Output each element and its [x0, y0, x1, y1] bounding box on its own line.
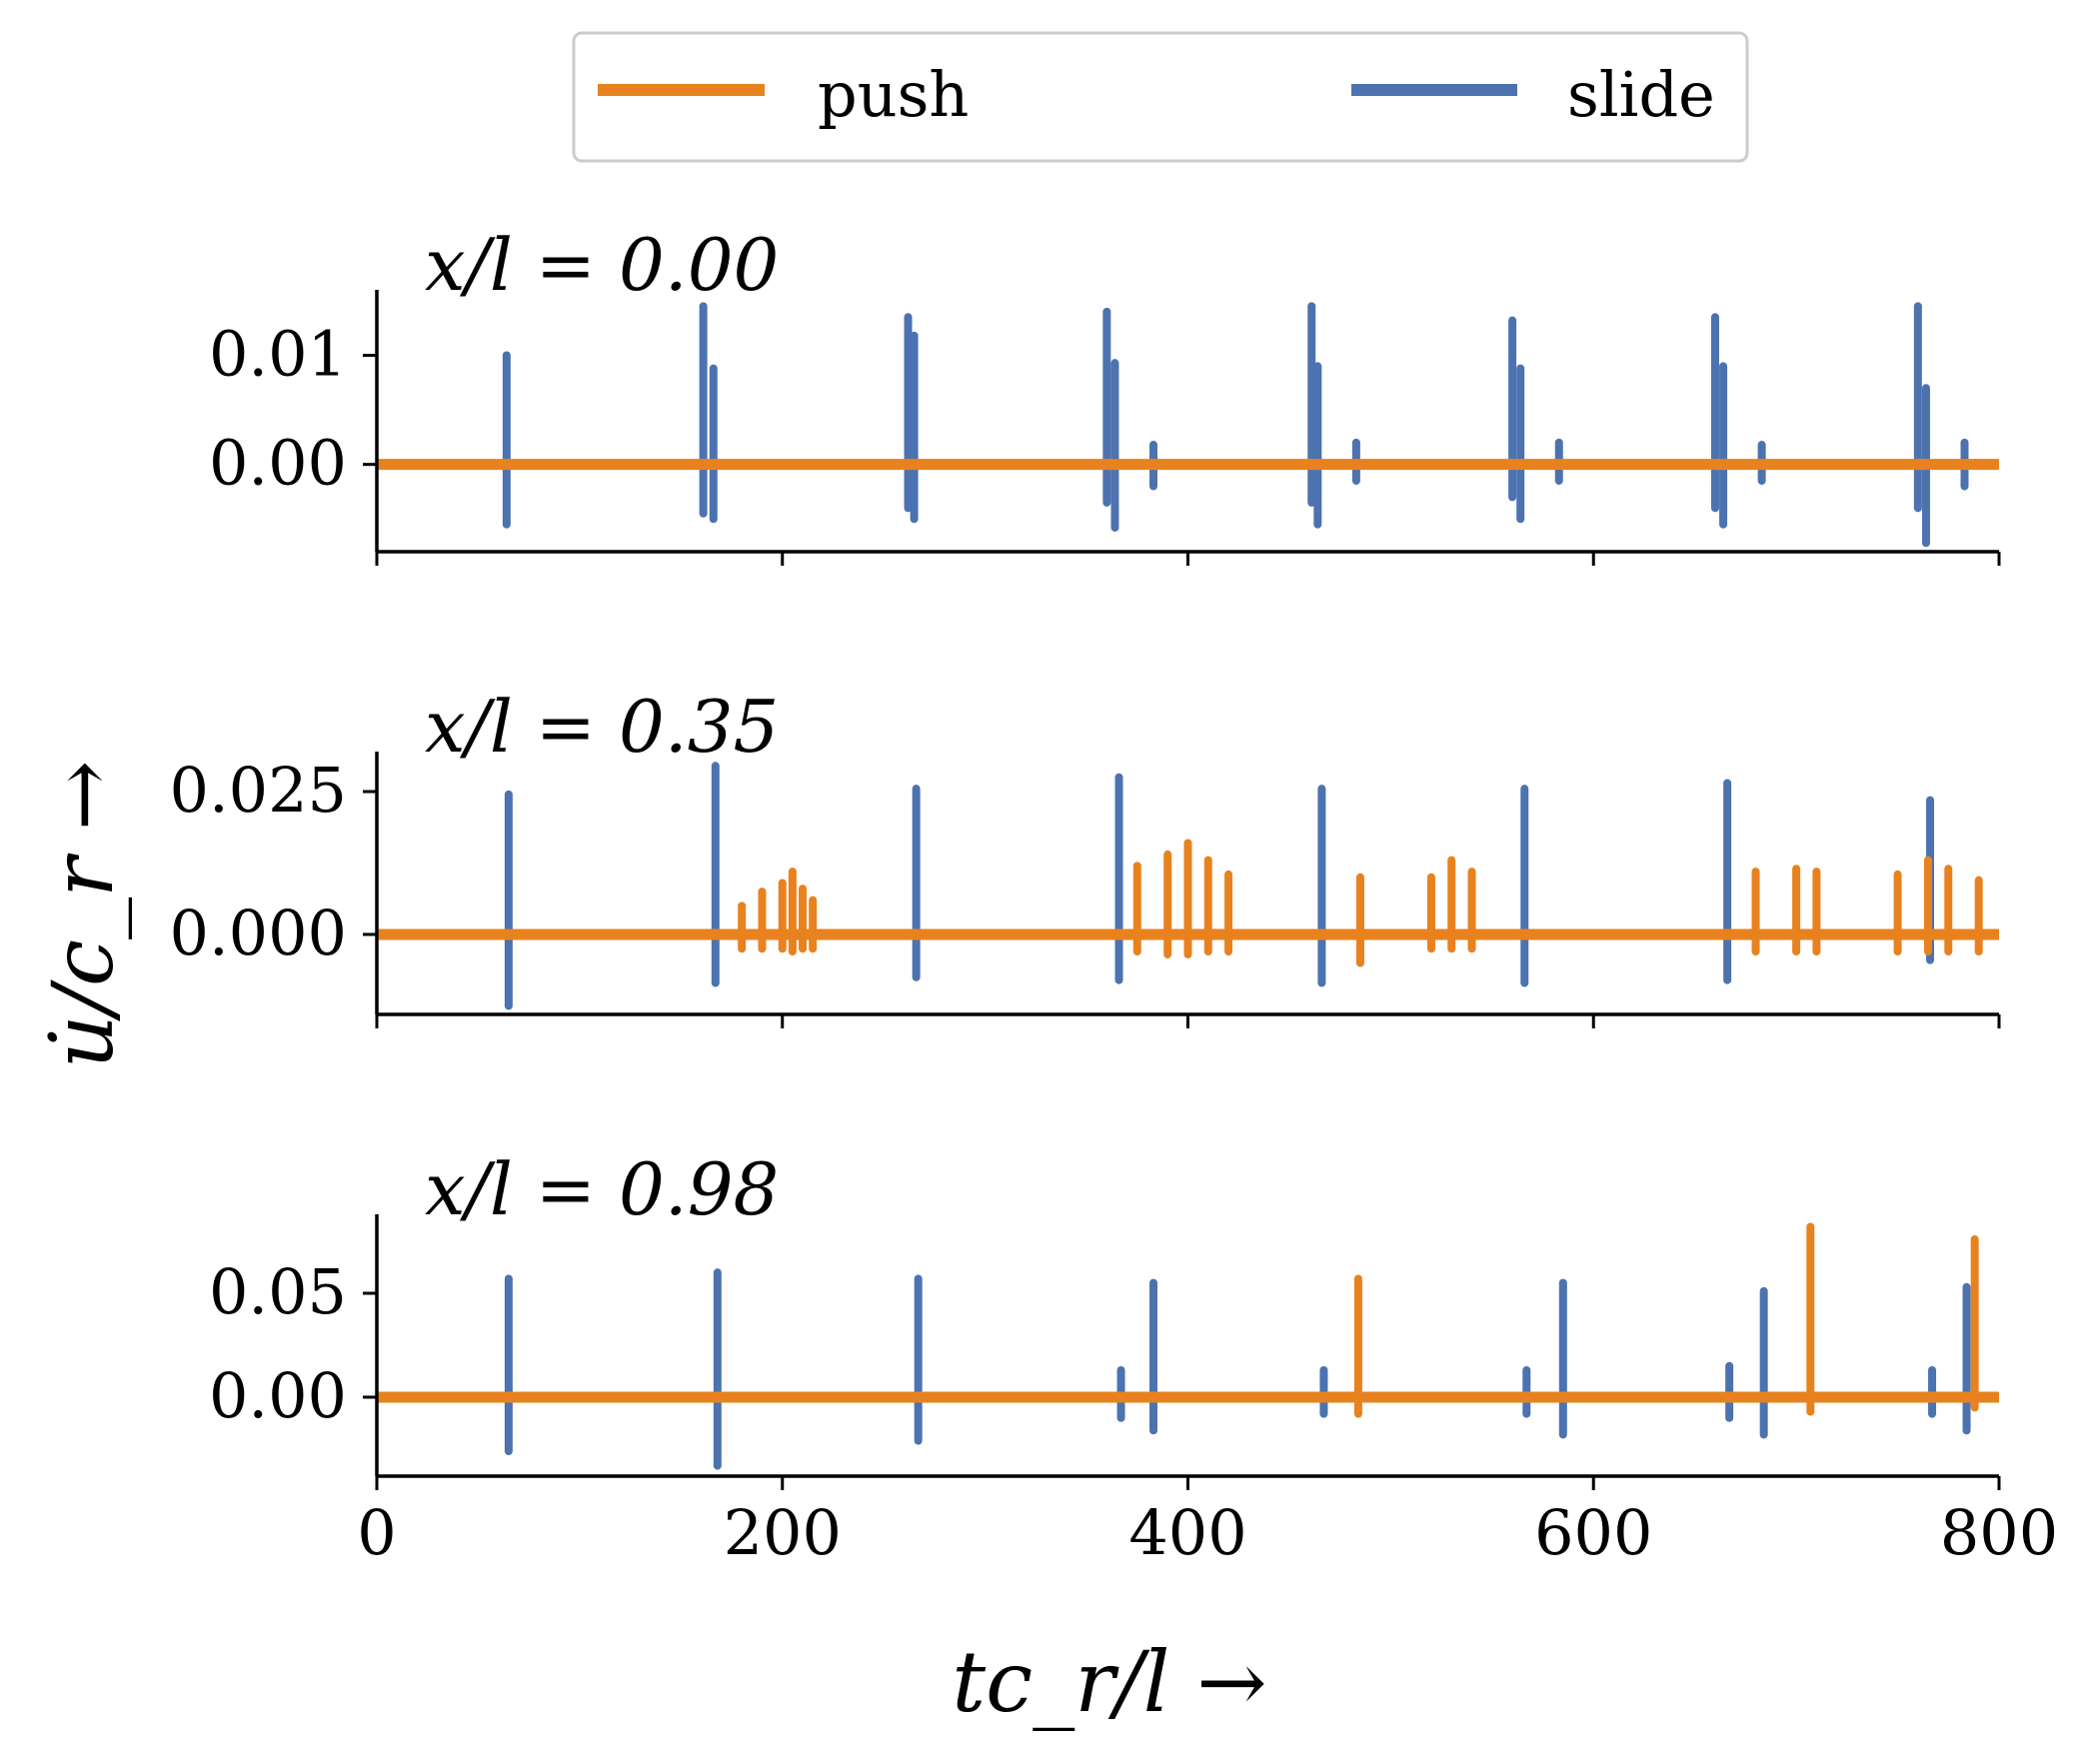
panel-x-0-35: x/l = 0.35 0.025 0.000 — [170, 685, 2001, 1028]
y-tick-label: 0.00 — [209, 1359, 347, 1432]
panel-axes: 0.025 0.000 — [170, 752, 2001, 1028]
panel-marks — [377, 302, 1999, 548]
panel-title: x/l = 0.35 — [425, 685, 779, 769]
legend-label-push: push — [818, 58, 969, 131]
panel-marks — [377, 1222, 1999, 1470]
y-tick-label: 0.05 — [209, 1255, 347, 1328]
y-tick-label: 0.025 — [170, 754, 348, 827]
legend-label-slide: slide — [1567, 58, 1715, 131]
x-tick-labels: 0 200 400 600 800 — [357, 1496, 2058, 1569]
panel-axes: 0.05 0.00 — [209, 1214, 2001, 1490]
legend: push slide — [572, 31, 1749, 163]
y-tick-label: 0.01 — [209, 318, 347, 391]
legend-box — [572, 31, 1749, 163]
x-tick-label: 600 — [1534, 1496, 1652, 1569]
x-tick-label: 400 — [1128, 1496, 1246, 1569]
panel-marks — [377, 762, 1999, 1010]
panel-title: x/l = 0.98 — [425, 1147, 779, 1231]
panel-x-0-00: x/l = 0.00 0.01 0.00 — [209, 223, 2001, 566]
x-tick-label: 200 — [724, 1496, 842, 1569]
y-tick-label: 0.000 — [170, 896, 348, 969]
x-axis-label: tc_r/l → — [952, 1633, 1266, 1731]
y-tick-label: 0.00 — [209, 427, 347, 500]
x-tick-label: 800 — [1940, 1496, 2058, 1569]
panel-axes: 0.01 0.00 — [209, 290, 2001, 566]
x-tick-label: 0 — [357, 1496, 396, 1569]
y-axis-label: u̇/c_r → — [34, 761, 132, 1069]
panel-x-0-98: x/l = 0.98 0.05 0.00 — [209, 1147, 2001, 1490]
panel-title: x/l = 0.00 — [425, 223, 779, 307]
